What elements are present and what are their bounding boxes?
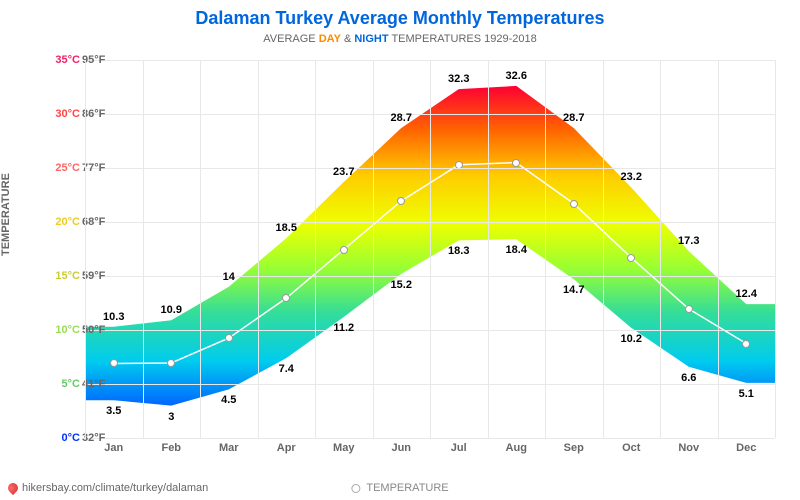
- xtick-month: Nov: [678, 442, 699, 454]
- xtick-month: Sep: [564, 442, 584, 454]
- subtitle-mid: &: [341, 33, 354, 45]
- subtitle-day: DAY: [319, 33, 341, 45]
- gridline-v: [315, 60, 316, 438]
- temperature-marker: [282, 294, 290, 302]
- gridline-v: [373, 60, 374, 438]
- source-attribution: hikersbay.com/climate/turkey/dalaman: [8, 482, 208, 494]
- map-pin-icon: [6, 481, 20, 495]
- day-value-label: 18.5: [276, 222, 297, 234]
- night-value-label: 7.4: [279, 363, 294, 375]
- xtick-month: Jan: [104, 442, 123, 454]
- xtick-month: Aug: [506, 442, 527, 454]
- subtitle-suffix: TEMPERATURES 1929-2018: [389, 33, 537, 45]
- subtitle-prefix: AVERAGE: [263, 33, 318, 45]
- y-axis-label: TEMPERATURE: [0, 173, 12, 256]
- xtick-month: Apr: [277, 442, 296, 454]
- gridline-v: [488, 60, 489, 438]
- day-value-label: 12.4: [736, 288, 757, 300]
- gridline-v: [545, 60, 546, 438]
- temperature-marker: [685, 305, 693, 313]
- legend: TEMPERATURE: [351, 482, 448, 494]
- ytick-celsius: 0°C: [40, 432, 80, 444]
- gridline-v: [143, 60, 144, 438]
- ytick-celsius: 30°C: [40, 108, 80, 120]
- ytick-celsius: 15°C: [40, 270, 80, 282]
- night-value-label: 3.5: [106, 405, 121, 417]
- chart-title: Dalaman Turkey Average Monthly Temperatu…: [0, 0, 800, 29]
- temperature-marker: [340, 246, 348, 254]
- xtick-month: Mar: [219, 442, 239, 454]
- ytick-celsius: 5°C: [40, 378, 80, 390]
- day-value-label: 17.3: [678, 235, 699, 247]
- day-value-label: 28.7: [563, 112, 584, 124]
- ytick-celsius: 25°C: [40, 162, 80, 174]
- gridline-h: [85, 438, 775, 439]
- night-value-label: 15.2: [391, 279, 412, 291]
- gridline-v: [258, 60, 259, 438]
- legend-label: TEMPERATURE: [366, 482, 448, 494]
- gridline-v: [200, 60, 201, 438]
- temperature-marker: [570, 200, 578, 208]
- day-value-label: 32.3: [448, 73, 469, 85]
- xtick-month: May: [333, 442, 354, 454]
- temperature-marker: [397, 197, 405, 205]
- subtitle-night: NIGHT: [354, 33, 388, 45]
- night-value-label: 3: [168, 411, 174, 423]
- night-value-label: 5.1: [739, 388, 754, 400]
- day-value-label: 23.2: [621, 171, 642, 183]
- gridline-v: [430, 60, 431, 438]
- source-url: hikersbay.com/climate/turkey/dalaman: [22, 482, 208, 494]
- ytick-celsius: 35°C: [40, 54, 80, 66]
- temperature-marker: [167, 359, 175, 367]
- night-value-label: 14.7: [563, 284, 584, 296]
- night-value-label: 18.3: [448, 245, 469, 257]
- day-value-label: 28.7: [391, 112, 412, 124]
- gridline-v: [718, 60, 719, 438]
- gridline-v: [660, 60, 661, 438]
- night-value-label: 4.5: [221, 394, 236, 406]
- day-value-label: 23.7: [333, 166, 354, 178]
- day-value-label: 14: [223, 271, 235, 283]
- xtick-month: Jun: [391, 442, 411, 454]
- day-value-label: 32.6: [506, 70, 527, 82]
- temperature-marker: [512, 159, 520, 167]
- gridline-v: [603, 60, 604, 438]
- gridline-v: [85, 60, 86, 438]
- gridline-v: [775, 60, 776, 438]
- night-value-label: 18.4: [506, 244, 527, 256]
- xtick-month: Feb: [161, 442, 181, 454]
- temperature-marker: [110, 359, 118, 367]
- night-value-label: 11.2: [333, 322, 354, 334]
- xtick-month: Oct: [622, 442, 640, 454]
- xtick-month: Jul: [451, 442, 467, 454]
- day-value-label: 10.9: [161, 304, 182, 316]
- ytick-celsius: 10°C: [40, 324, 80, 336]
- xtick-month: Dec: [736, 442, 756, 454]
- day-value-label: 10.3: [103, 311, 124, 323]
- chart-subtitle: AVERAGE DAY & NIGHT TEMPERATURES 1929-20…: [0, 29, 800, 45]
- ytick-celsius: 20°C: [40, 216, 80, 228]
- night-value-label: 10.2: [621, 333, 642, 345]
- legend-marker-icon: [351, 484, 360, 493]
- temperature-marker: [742, 340, 750, 348]
- temperature-marker: [225, 334, 233, 342]
- temperature-marker: [627, 254, 635, 262]
- night-value-label: 6.6: [681, 372, 696, 384]
